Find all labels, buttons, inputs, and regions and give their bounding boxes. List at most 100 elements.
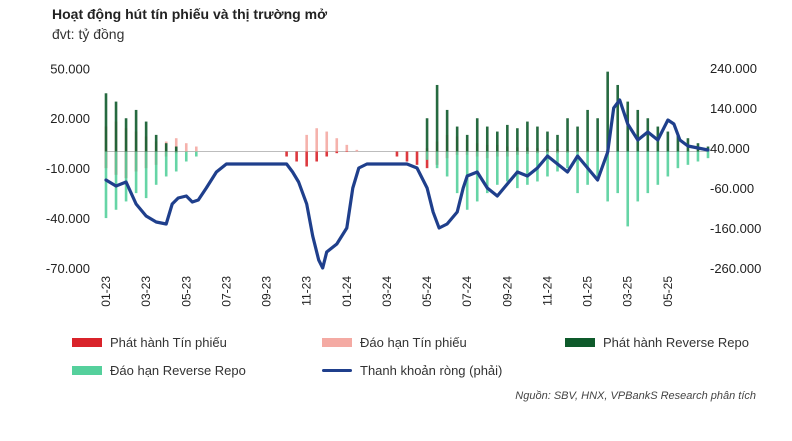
bar-issue-repo (606, 71, 609, 152)
bar-issue-repo (475, 118, 479, 152)
bar-mature-repo (445, 151, 449, 177)
bar-mature-bill (305, 134, 308, 152)
x-axis-tick-label: 03-23 (139, 276, 153, 307)
right-axis-tick-label: 140.000 (710, 101, 757, 116)
bar-issue-bill (395, 151, 399, 157)
bar-issue-repo (144, 121, 148, 152)
bar-issue-repo (536, 126, 539, 152)
right-axis-tick-label: -160.000 (710, 221, 761, 236)
net-liquidity-line (104, 98, 710, 270)
bar-mature-repo (646, 151, 650, 194)
bar-issue-bill (315, 151, 318, 162)
bar-mature-repo (114, 151, 118, 210)
bar-issue-repo (526, 121, 529, 152)
bar-issue-repo (445, 109, 449, 152)
bar-mature-repo (626, 151, 630, 227)
bar-mature-repo (485, 151, 489, 194)
chart-title: Hoạt động hút tín phiếu và thị trường mở (52, 6, 328, 22)
bar-issue-bill (325, 151, 329, 157)
bar-mature-repo (506, 151, 509, 182)
bar-issue-repo (114, 101, 118, 152)
x-axis-tick-label: 01-23 (99, 276, 113, 307)
bar-issue-repo (435, 84, 439, 152)
legend-mature-repo: Đáo hạn Reverse Repo (72, 363, 246, 378)
bar-mature-bill (355, 149, 359, 152)
legend-label-issue-bill: Phát hành Tín phiếu (110, 335, 227, 350)
bar-issue-repo (516, 128, 519, 152)
bar-mature-repo (606, 151, 609, 202)
bar-mature-repo (154, 151, 158, 185)
bar-issue-repo (134, 109, 138, 152)
bar-issue-repo (646, 118, 650, 152)
x-axis-tick-label: 11-23 (300, 276, 314, 306)
bar-issue-repo (164, 143, 168, 152)
bar-issue-repo (485, 126, 489, 152)
x-axis-tick-label: 03-25 (621, 276, 635, 307)
bar-issue-repo (425, 118, 429, 152)
bar-mature-repo (134, 151, 138, 194)
legend-swatch-net-liquidity (322, 369, 352, 372)
bar-issue-repo (676, 134, 680, 152)
legend-label-net-liquidity: Thanh khoản ròng (phải) (360, 363, 503, 378)
bar-issue-bill (285, 151, 288, 157)
bar-issue-repo (546, 131, 549, 152)
bar-mature-repo (596, 151, 599, 177)
bar-mature-repo (616, 151, 619, 194)
bar-mature-repo (184, 151, 188, 162)
bar-mature-repo (104, 151, 108, 219)
bar-mature-repo (666, 151, 670, 177)
right-axis-tick-label: 40.000 (710, 141, 750, 156)
bar-mature-repo (656, 151, 660, 185)
bar-mature-repo (676, 151, 680, 169)
bar-mature-repo (496, 151, 499, 185)
x-axis-tick-label: 01-25 (581, 276, 595, 307)
left-axis-tick-label: -10.000 (46, 161, 90, 176)
bar-mature-repo (696, 151, 700, 162)
x-axis-tick-label: 01-24 (340, 276, 354, 307)
legend-issue-bill: Phát hành Tín phiếu (72, 335, 227, 350)
bar-issue-bill (305, 151, 308, 167)
bar-issue-repo (596, 118, 599, 152)
bar-issue-bill (335, 151, 339, 154)
bar-mature-repo (195, 151, 198, 157)
bar-mature-repo (636, 151, 640, 202)
chart-svg: 50.000 20.000 -10.000 -40.000 -70.000 240.000… (46, 61, 761, 307)
bar-issue-repo (586, 109, 589, 152)
bar-issue-repo (636, 109, 640, 152)
bar-mature-bill (195, 146, 198, 152)
bar-issue-bill (345, 151, 349, 153)
bar-mature-repo (526, 151, 529, 185)
legend-label-mature-repo: Đáo hạn Reverse Repo (110, 363, 246, 378)
bar-issue-repo (556, 134, 559, 152)
x-axis-tick-label: 05-23 (179, 276, 193, 307)
right-axis-tick-label: 240.000 (710, 61, 757, 76)
bar-issue-repo (566, 118, 569, 152)
bar-mature-repo (144, 151, 148, 199)
legend-net-liquidity: Thanh khoản ròng (phải) (322, 363, 502, 378)
x-axis-tick-label: 03-24 (380, 276, 394, 307)
legend-label-issue-repo: Phát hành Reverse Repo (603, 335, 749, 350)
right-axis-tick-label: -260.000 (710, 261, 761, 276)
bar-mature-bill (335, 138, 339, 152)
legend-mature-bill: Đáo hạn Tín phiếu (322, 335, 467, 350)
bar-issue-repo (154, 134, 158, 152)
bar-issue-repo (174, 146, 178, 152)
legend-swatch-issue-repo (565, 338, 595, 347)
x-axis-tick-label: 07-23 (219, 276, 233, 307)
bar-issue-repo (496, 131, 499, 152)
x-axis-tick-label: 07-24 (460, 276, 474, 307)
left-axis-tick-label: 50.000 (50, 61, 90, 76)
left-axis-tick-label: -40.000 (46, 211, 90, 226)
bar-mature-bill (345, 144, 349, 152)
bar-mature-repo (546, 151, 549, 177)
bar-mature-bill (174, 138, 178, 152)
source-note: Nguồn: SBV, HNX, VPBankS Research phân t… (515, 390, 756, 402)
bar-mature-repo (435, 151, 439, 169)
bar-mature-repo (174, 151, 178, 172)
bar-mature-repo (124, 151, 128, 202)
bar-issue-repo (104, 93, 108, 152)
bar-issue-repo (576, 126, 579, 152)
bar-mature-repo (566, 151, 569, 169)
bar-mature-repo (576, 151, 579, 194)
bar-issue-repo (455, 126, 459, 152)
